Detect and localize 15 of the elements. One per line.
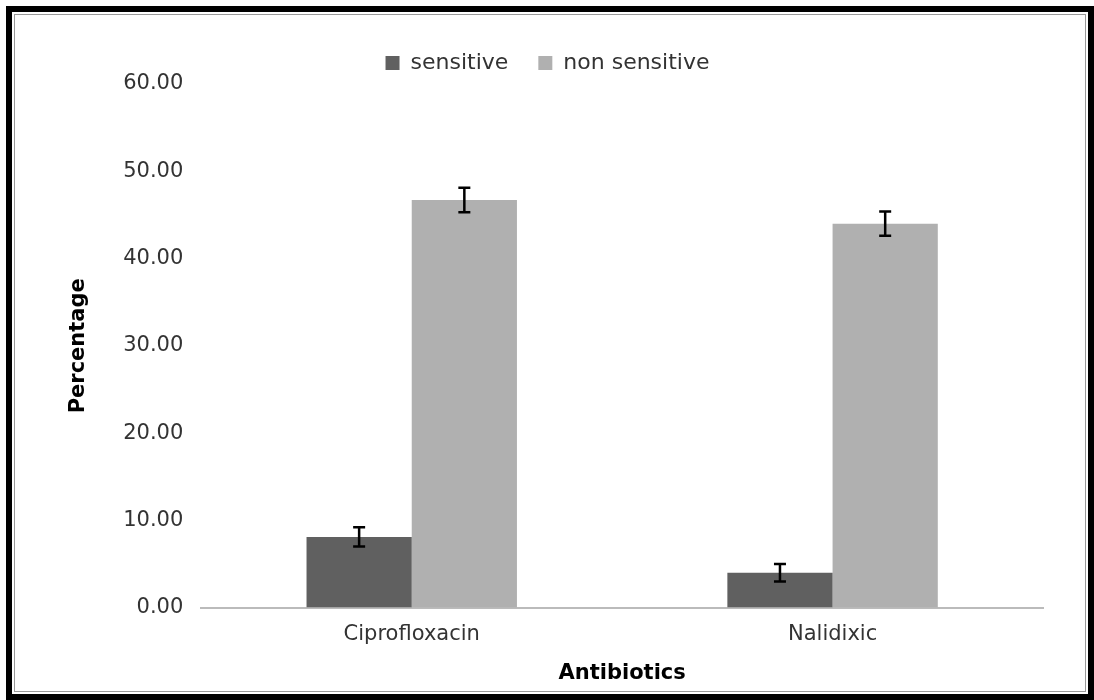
legend-label: non sensitive [563, 48, 710, 74]
y-tick-label: 10.00 [123, 506, 184, 531]
bar [306, 536, 412, 608]
y-tick-label: 30.00 [123, 332, 184, 357]
y-tick-label: 20.00 [123, 419, 184, 444]
x-axis-title: Antibiotics [558, 659, 686, 684]
y-tick-label: 60.00 [123, 70, 184, 95]
legend-label: sensitive [410, 48, 509, 74]
x-tick-label: Nalidixic [787, 620, 878, 645]
y-axis-title: Percentage [65, 278, 90, 414]
y-tick-label: 50.00 [123, 157, 184, 182]
x-tick-label: Ciprofloxacin [343, 620, 480, 645]
y-tick-label: 0.00 [136, 594, 184, 619]
bar [727, 572, 833, 608]
y-tick-label: 40.00 [123, 244, 184, 269]
